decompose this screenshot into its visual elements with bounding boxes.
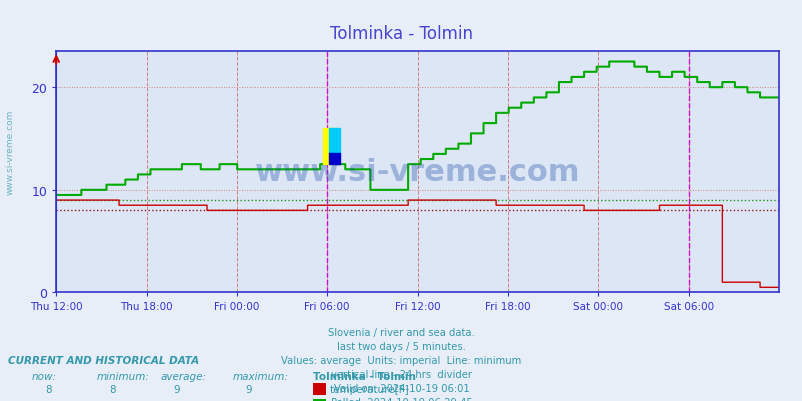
- Text: average:: average:: [160, 371, 206, 381]
- Text: www.si-vreme.com: www.si-vreme.com: [254, 158, 580, 187]
- Text: 9: 9: [245, 384, 252, 394]
- Text: temperature[F]: temperature[F]: [329, 384, 408, 394]
- Text: 19: 19: [42, 400, 55, 401]
- Text: minimum:: minimum:: [96, 371, 149, 381]
- Text: 8: 8: [45, 384, 51, 394]
- Text: now:: now:: [32, 371, 57, 381]
- Text: 8: 8: [109, 384, 115, 394]
- Text: Tolminka - Tolmin: Tolminka - Tolmin: [330, 25, 472, 43]
- Bar: [329, 129, 339, 154]
- Text: 22: 22: [242, 400, 255, 401]
- Text: www.si-vreme.com: www.si-vreme.com: [5, 110, 14, 195]
- Text: 9: 9: [109, 400, 115, 401]
- Text: 9: 9: [173, 384, 180, 394]
- Bar: [329, 154, 339, 165]
- Text: CURRENT AND HISTORICAL DATA: CURRENT AND HISTORICAL DATA: [8, 355, 199, 365]
- Text: Tolminka - Tolmin: Tolminka - Tolmin: [313, 371, 415, 381]
- Text: 13: 13: [170, 400, 183, 401]
- Text: maximum:: maximum:: [233, 371, 289, 381]
- Text: Slovenia / river and sea data.
last two days / 5 minutes.
Values: average  Units: Slovenia / river and sea data. last two …: [281, 327, 521, 401]
- Text: flow[foot3/min]: flow[foot3/min]: [329, 400, 409, 401]
- Bar: [322, 129, 334, 165]
